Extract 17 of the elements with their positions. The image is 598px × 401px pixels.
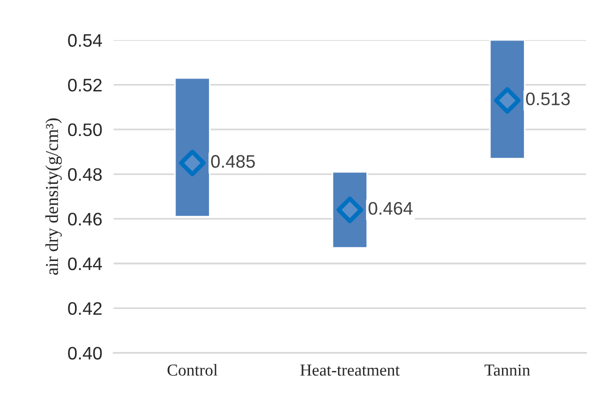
y-tick-label: 0.42 [68,302,102,315]
point [179,150,206,176]
x-tick-label: Control [168,364,218,376]
y-tick-label: 0.44 [68,257,102,270]
y-tick-label: 0.40 [68,346,102,360]
point [494,87,521,114]
y-axis-title: air dry density(g/cm³) [45,118,62,275]
x-tick-label: Heat-treatment [300,364,400,376]
data-label: 0.513 [526,92,570,106]
y-tick-label: 0.46 [68,212,102,226]
y-tick-label: 0.50 [68,123,102,136]
x-tick-label: Tannin [484,364,530,376]
y-tick-label: 0.52 [68,78,102,92]
data-label: 0.485 [211,155,255,168]
data-label: 0.464 [368,202,413,215]
y-tick-label: 0.54 [68,34,102,47]
y-tick-label: 0.48 [68,168,102,181]
